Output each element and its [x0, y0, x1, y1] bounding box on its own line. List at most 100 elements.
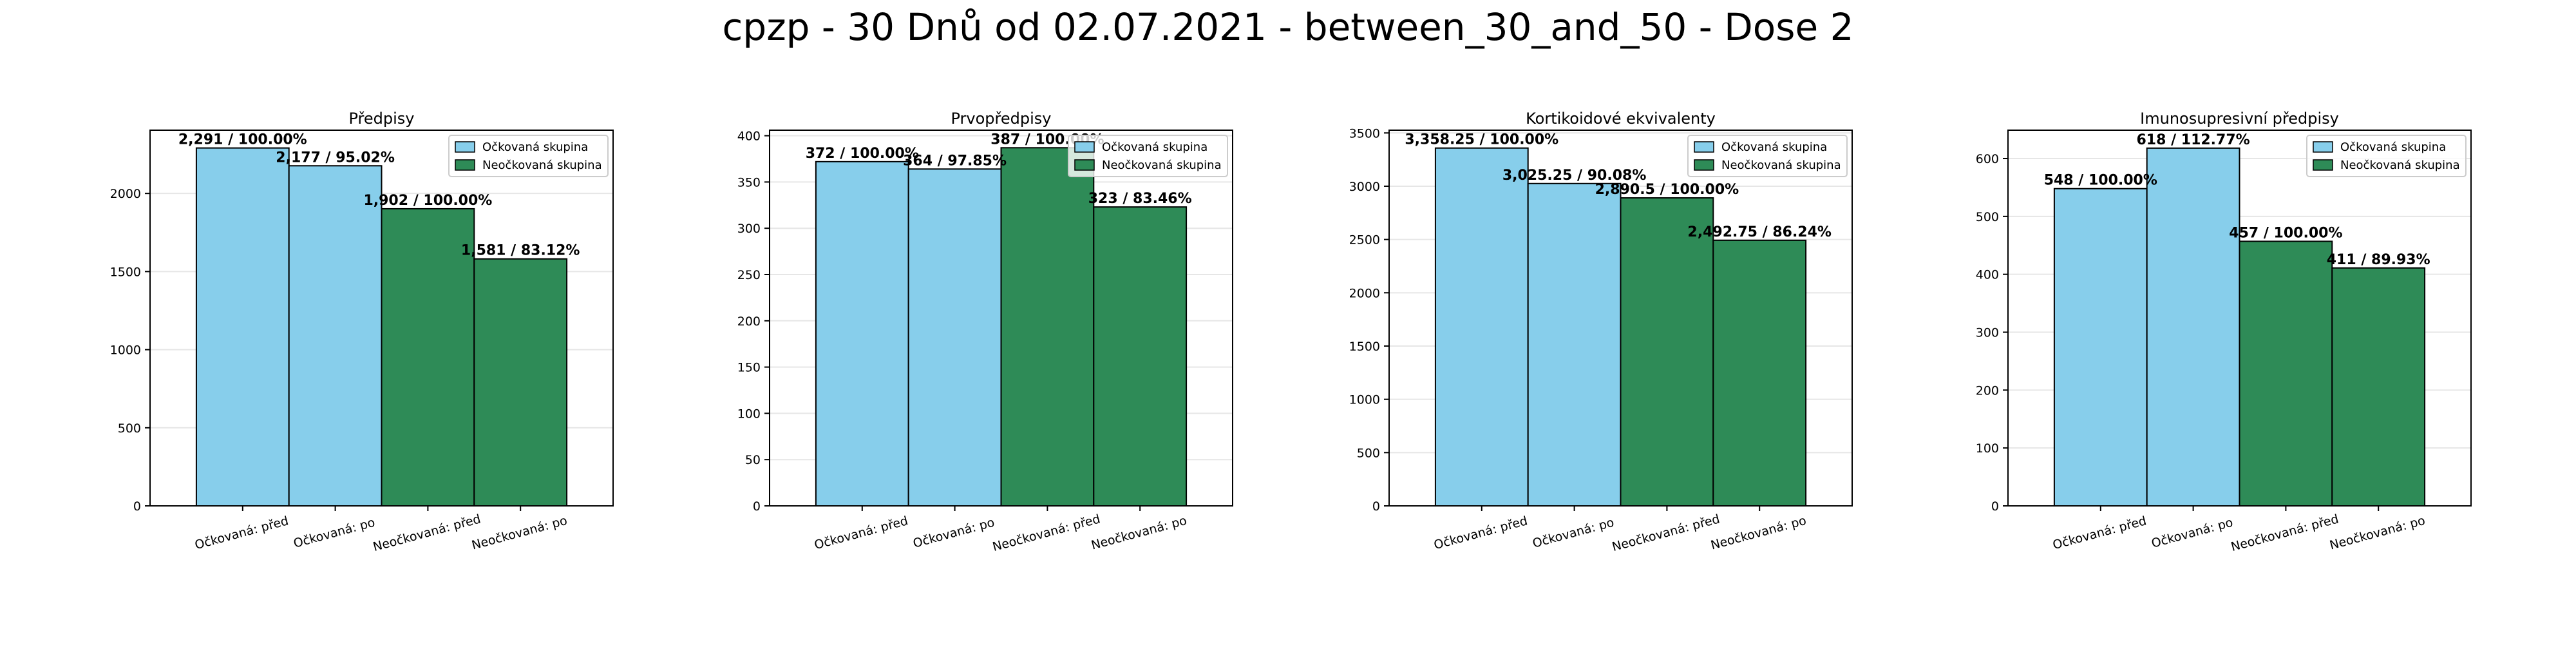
y-tick-label: 0: [753, 499, 761, 514]
x-tick-label: Neočkovaná: po: [470, 514, 569, 553]
bar-2: [288, 165, 383, 507]
y-tick-label: 200: [737, 314, 761, 329]
legend-label: Očkovaná skupina: [1102, 140, 1208, 154]
legend-swatch: [455, 159, 475, 171]
x-tick-label: Očkovaná: po: [911, 516, 996, 551]
x-tick-label: Očkovaná: po: [1531, 516, 1615, 551]
y-tick-label: 600: [1976, 152, 1999, 166]
legend-label: Očkovaná skupina: [482, 140, 588, 154]
y-tick-label: 3500: [1349, 126, 1380, 140]
axes-frame: [769, 130, 1233, 507]
bar-2: [1527, 182, 1622, 507]
legend: Očkovaná skupina Neočkovaná skupina: [1687, 135, 1848, 177]
bar-2: [2146, 147, 2240, 507]
x-tick-label: Očkovaná: před: [1432, 514, 1529, 552]
legend-label: Očkovaná skupina: [1721, 140, 1827, 154]
legend-label: Očkovaná skupina: [2340, 140, 2446, 154]
x-tick-label: Neočkovaná: před: [2230, 512, 2340, 554]
bar-value-label: 2,492.75 / 86.24%: [1687, 224, 1832, 240]
bar-4: [2331, 267, 2426, 507]
x-tick-label: Očkovaná: po: [292, 516, 376, 551]
bar-value-label: 323 / 83.46%: [1088, 191, 1192, 207]
legend-box: [448, 135, 609, 177]
legend-label: Neočkovaná skupina: [482, 159, 602, 172]
chart-title: Kortikoidové ekvivalenty: [1526, 110, 1716, 128]
bar-value-label: 1,902 / 100.00%: [363, 193, 492, 209]
legend-swatch: [2313, 159, 2333, 171]
bar-2: [907, 168, 1002, 507]
bar-3: [1620, 197, 1714, 507]
y-tick-label: 0: [133, 499, 141, 514]
y-tick-label: 350: [737, 175, 761, 189]
y-tick-label: 1500: [110, 265, 141, 279]
x-tick-label: Neočkovaná: po: [1709, 514, 1808, 553]
figure-title: cpzp - 30 Dnů od 02.07.2021 - between_30…: [722, 5, 1854, 49]
chart-panel-2: 372 / 100.00%364 / 97.85%387 / 100.00%32…: [737, 110, 1233, 554]
y-tick-label: 500: [118, 421, 141, 436]
bar-3: [381, 208, 475, 507]
legend-swatch: [455, 141, 475, 153]
y-tick-label: 3000: [1349, 180, 1380, 194]
axes-frame: [2007, 130, 2472, 507]
bar-value-label: 2,177 / 95.02%: [276, 150, 395, 166]
x-tick-label: Očkovaná: po: [2150, 516, 2234, 551]
y-tick-label: 100: [1976, 441, 1999, 456]
y-tick-label: 1000: [110, 343, 141, 358]
bar-value-label: 1,581 / 83.12%: [461, 243, 580, 259]
y-tick-label: 0: [1991, 499, 1999, 514]
x-tick-label: Očkovaná: před: [813, 514, 909, 552]
bar-value-label: 3,358.25 / 100.00%: [1405, 132, 1558, 148]
bar-4: [473, 258, 568, 507]
legend-swatch: [1694, 159, 1714, 171]
bar-value-label: 2,291 / 100.00%: [178, 132, 307, 148]
bar-value-label: 2,890.5 / 100.00%: [1595, 182, 1739, 198]
bar-value-label: 3,025.25 / 90.08%: [1502, 168, 1647, 184]
y-tick-label: 250: [737, 268, 761, 282]
axes-frame: [149, 130, 614, 507]
y-tick-label: 500: [1357, 446, 1380, 460]
bar-value-label: 411 / 89.93%: [2327, 252, 2430, 268]
legend-box: [1687, 135, 1848, 177]
legend-box: [2306, 135, 2467, 177]
legend: Očkovaná skupina Neočkovaná skupina: [1068, 135, 1228, 177]
y-tick-label: 300: [737, 222, 761, 236]
axes-frame: [1388, 130, 1853, 507]
x-tick-label: Očkovaná: před: [2051, 514, 2148, 552]
bar-3: [2239, 240, 2333, 507]
y-tick-label: 150: [737, 361, 761, 375]
x-tick-label: Neočkovaná: před: [372, 512, 482, 554]
bar-1: [815, 160, 909, 507]
legend-swatch: [1074, 141, 1095, 153]
bar-4: [1093, 206, 1188, 507]
y-tick-label: 500: [1976, 210, 1999, 224]
y-tick-label: 1500: [1349, 340, 1380, 354]
chart-title: Imunosupresivní předpisy: [2140, 110, 2339, 128]
x-tick-label: Očkovaná: před: [193, 514, 290, 552]
y-tick-label: 1000: [1349, 393, 1380, 407]
x-tick-label: Neočkovaná: po: [1090, 514, 1188, 553]
chart-panel-4: 548 / 100.00% 618 / 112.77% 457 / 100.00% 4…: [1976, 110, 2472, 554]
bar-1: [195, 147, 290, 507]
x-tick-label: Neočkovaná: po: [2328, 514, 2427, 553]
y-tick-label: 2500: [1349, 233, 1380, 247]
chart-title: Předpisy: [349, 110, 415, 128]
chart-title: Prvopředpisy: [951, 110, 1052, 128]
legend: Očkovaná skupina Neočkovaná skupina: [2306, 135, 2467, 177]
chart-panel-1: 2,291 / 100.00% 2,177 / 95.02% 1,902 / 100…: [110, 110, 614, 554]
legend-label: Neočkovaná skupina: [1721, 159, 1841, 172]
y-tick-label: 400: [737, 130, 761, 144]
bar-value-label: 457 / 100.00%: [2229, 225, 2342, 241]
y-tick-label: 400: [1976, 268, 1999, 282]
chart-panel-3: 3,358.25 / 100.00% 3,025.25 / 90.08%2,890…: [1349, 110, 1853, 554]
bar-4: [1712, 239, 1807, 507]
legend-label: Neočkovaná skupina: [2340, 159, 2460, 172]
bar-1: [2053, 188, 2148, 507]
y-tick-label: 2000: [1349, 286, 1380, 300]
bar-1: [1434, 147, 1529, 507]
y-tick-label: 300: [1976, 326, 1999, 340]
y-tick-label: 2000: [110, 187, 141, 201]
legend-swatch: [1074, 159, 1095, 171]
legend: Očkovaná skupina Neočkovaná skupina: [448, 135, 609, 177]
y-tick-label: 50: [745, 453, 761, 467]
